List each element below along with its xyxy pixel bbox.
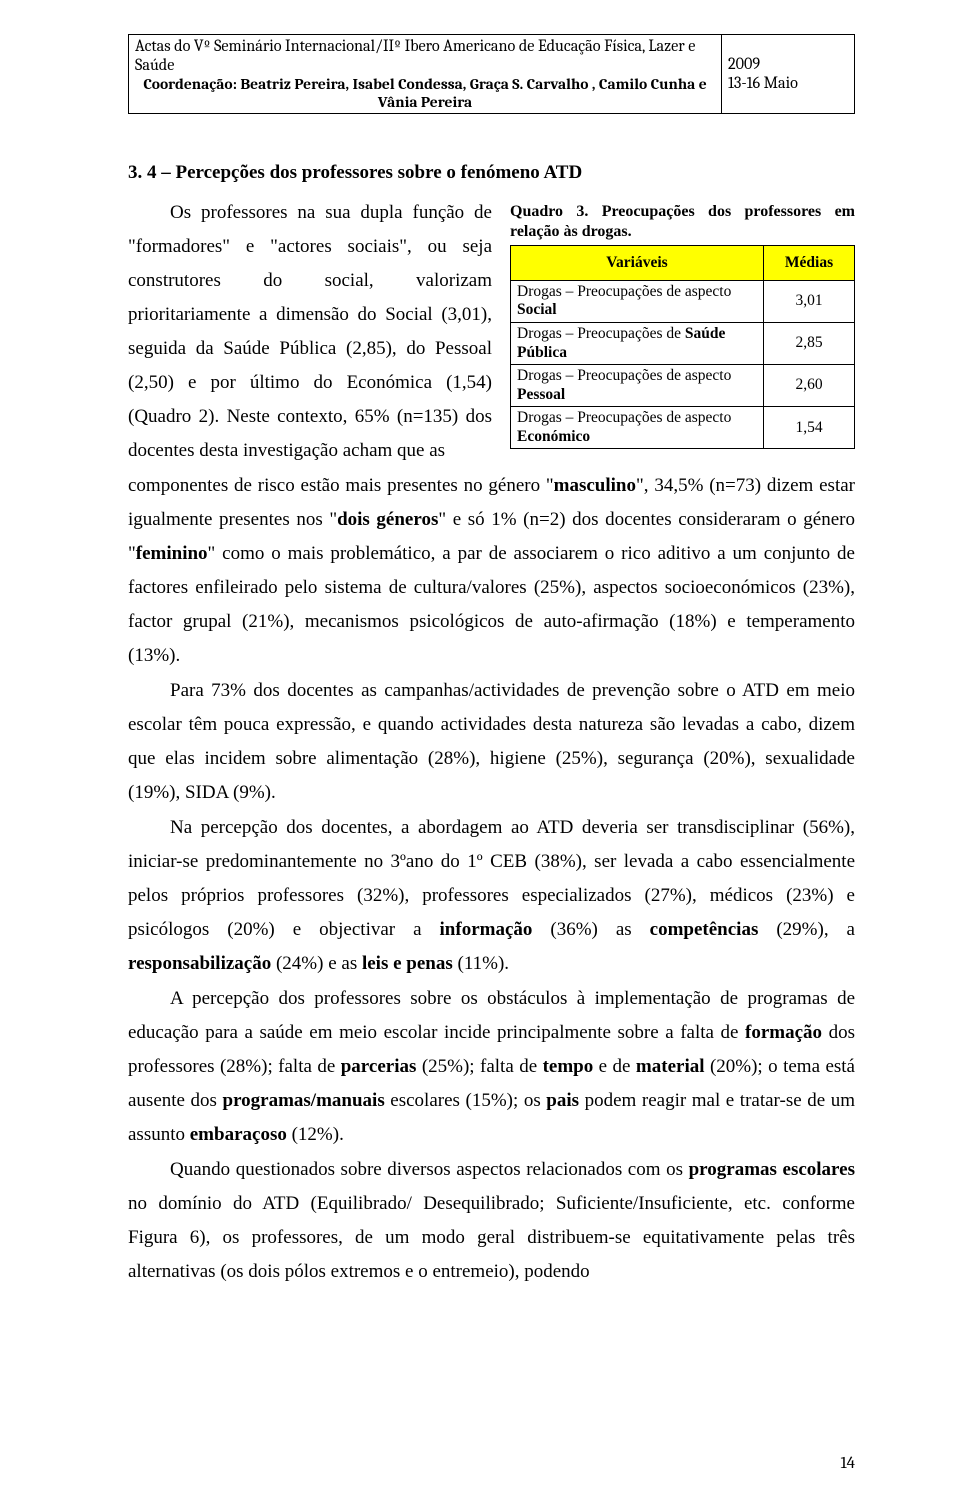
quadro-table: Variáveis Médias Drogas – Preocupações d…: [510, 245, 855, 449]
quadro-caption: Quadro 3. Preocupações dos professores e…: [510, 202, 855, 242]
var-cell: Drogas – Preocupações de aspecto Económi…: [511, 407, 764, 449]
header-year: 2009: [728, 55, 848, 74]
paragraph: Na percepção dos docentes, a abordagem a…: [128, 811, 855, 981]
table-row: Drogas – Preocupações de aspecto Pessoal…: [511, 365, 855, 407]
val-cell: 2,60: [764, 365, 855, 407]
body-text: Quadro 3. Preocupações dos professores e…: [128, 196, 855, 1289]
table-row: Drogas – Preocupações de Saúde Pública 2…: [511, 322, 855, 364]
val-cell: 1,54: [764, 407, 855, 449]
text-with-table-wrap: Quadro 3. Preocupações dos professores e…: [128, 196, 855, 469]
col-header-variaveis: Variáveis: [511, 246, 764, 281]
header-dates: 13-16 Maio: [728, 74, 848, 93]
paragraph: Para 73% dos docentes as campanhas/activ…: [128, 674, 855, 810]
val-cell: 3,01: [764, 280, 855, 322]
quadro-3: Quadro 3. Preocupações dos professores e…: [510, 202, 855, 449]
var-cell: Drogas – Preocupações de aspecto Pessoal: [511, 365, 764, 407]
paragraph: componentes de risco estão mais presente…: [128, 469, 855, 673]
var-cell: Drogas – Preocupações de aspecto Social: [511, 280, 764, 322]
page-header: Actas do Vº Seminário Internacional/IIº …: [128, 34, 855, 114]
document-page: Actas do Vº Seminário Internacional/IIº …: [0, 0, 960, 1501]
table-row: Drogas – Preocupações de aspecto Social …: [511, 280, 855, 322]
table-header-row: Variáveis Médias: [511, 246, 855, 281]
header-right: 2009 13-16 Maio: [722, 35, 854, 113]
col-header-medias: Médias: [764, 246, 855, 281]
section-heading: 3. 4 – Percepções dos professores sobre …: [128, 162, 855, 184]
header-left: Actas do Vº Seminário Internacional/IIº …: [129, 35, 722, 113]
page-number: 14: [840, 1454, 855, 1473]
table-row: Drogas – Preocupações de aspecto Económi…: [511, 407, 855, 449]
header-coord-line: Coordenação: Beatriz Pereira, Isabel Con…: [135, 75, 715, 111]
val-cell: 2,85: [764, 322, 855, 364]
paragraph: Quando questionados sobre diversos aspec…: [128, 1153, 855, 1289]
header-title-line: Actas do Vº Seminário Internacional/IIº …: [135, 37, 715, 75]
paragraph: A percepção dos professores sobre os obs…: [128, 982, 855, 1152]
var-cell: Drogas – Preocupações de Saúde Pública: [511, 322, 764, 364]
